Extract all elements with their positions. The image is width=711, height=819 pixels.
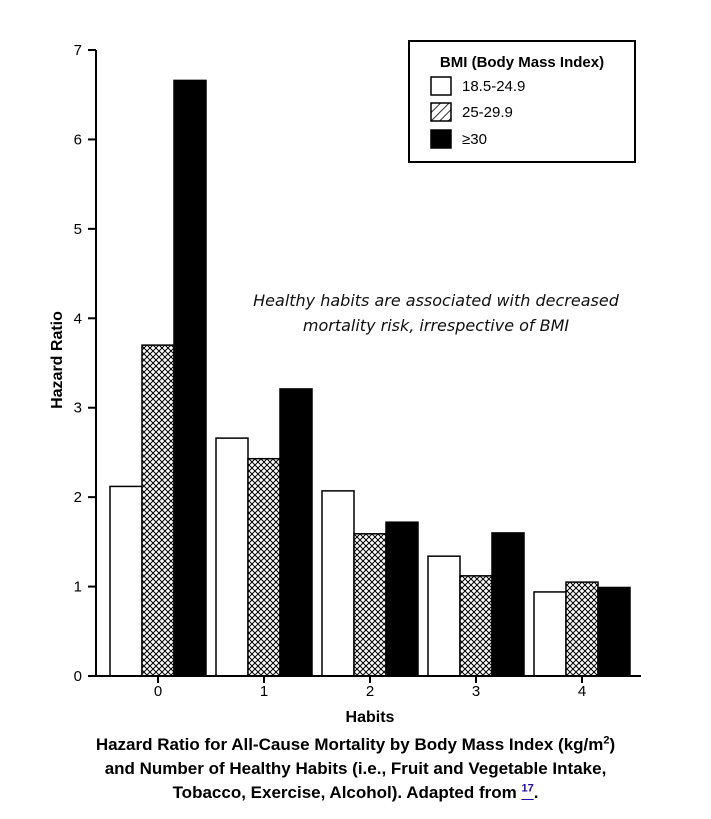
figure-caption: Hazard Ratio for All-Cause Mortality by …: [20, 733, 691, 805]
bar-habits-3-series-0: [427, 555, 461, 677]
legend-title: BMI (Body Mass Index): [440, 54, 604, 71]
bar-habits-1-series-2: [279, 388, 313, 677]
bar-habits-4-series-2: [597, 586, 631, 677]
legend-swatch-normal: [430, 76, 452, 96]
x-tick-label: 3: [472, 683, 480, 700]
x-tick-label: 1: [260, 683, 268, 700]
y-tick-label: 6: [74, 131, 82, 148]
y-axis-title: Hazard Ratio: [49, 311, 66, 409]
bar-habits-3-series-2: [491, 532, 525, 677]
y-axis-ticks: 0 1 2 3 4 5 6 7: [74, 42, 96, 685]
legend-swatch-overweight: [430, 102, 452, 122]
annotation-line-2: mortality risk, irrespective of BMI: [303, 316, 570, 335]
bar-habits-3-series-1: [459, 575, 493, 677]
y-tick-label: 3: [74, 400, 82, 417]
y-tick-label: 5: [74, 221, 82, 238]
reference-link[interactable]: 17: [521, 782, 534, 795]
legend-label-overweight: 25-29.9: [462, 104, 513, 121]
annotation-line-1: Healthy habits are associated with decre…: [253, 291, 620, 310]
bar-habits-0-series-0: [109, 485, 143, 677]
y-tick-label: 0: [74, 668, 82, 685]
x-axis-title: Habits: [346, 709, 395, 726]
y-tick-label: 2: [74, 489, 82, 506]
caption-line-3: Tobacco, Exercise, Alcohol). Adapted fro…: [172, 782, 539, 802]
y-tick-label: 4: [74, 310, 82, 327]
y-tick-label: 7: [74, 42, 82, 59]
bar-habits-4-series-1: [565, 581, 599, 677]
caption-line-2: and Number of Healthy Habits (i.e., Frui…: [104, 759, 607, 778]
x-tick-label: 0: [154, 683, 162, 700]
legend: BMI (Body Mass Index) 18.5-24.9 25-29.9 …: [408, 40, 636, 163]
x-tick-label: 2: [366, 683, 374, 700]
bars: [109, 79, 631, 677]
bar-habits-1-series-1: [247, 457, 281, 677]
caption-line-1: Hazard Ratio for All-Cause Mortality by …: [95, 734, 616, 754]
bar-habits-2-series-1: [353, 533, 387, 677]
legend-swatch-obese: [430, 129, 452, 149]
bar-habits-4-series-0: [533, 591, 567, 677]
y-tick-label: 1: [74, 579, 82, 596]
bar-habits-2-series-2: [385, 521, 419, 677]
bar-habits-0-series-1: [141, 344, 175, 677]
legend-label-normal: 18.5-24.9: [462, 78, 525, 95]
x-tick-label: 4: [578, 683, 586, 700]
bar-chart: 0 1 2 3 4 5 6 7 0 1 2 3 4 Hazard Ratio Habits BMI (…: [49, 40, 641, 726]
bar-habits-1-series-0: [215, 437, 249, 677]
bar-habits-2-series-0: [321, 490, 355, 677]
bar-habits-0-series-2: [173, 79, 207, 677]
x-axis-ticks: 0 1 2 3 4: [154, 676, 586, 700]
legend-label-obese: ≥30: [462, 131, 487, 148]
